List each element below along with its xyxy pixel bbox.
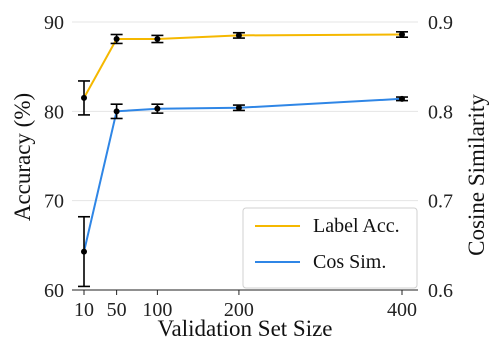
y-tick-label-right: 0.9 bbox=[428, 12, 453, 34]
data-point-cos-sim bbox=[154, 105, 161, 112]
y-tick-label-right: 0.6 bbox=[428, 280, 453, 302]
data-point-cos-sim bbox=[399, 95, 405, 102]
data-point-cos-sim bbox=[235, 104, 242, 111]
x-tick-label: 10 bbox=[74, 299, 94, 321]
y-tick-label-left: 80 bbox=[44, 101, 64, 123]
data-point-cos-sim bbox=[113, 108, 120, 115]
x-tick-label: 200 bbox=[224, 299, 254, 321]
x-tick-label: 50 bbox=[107, 299, 127, 321]
legend-label-acc: Label Acc. bbox=[313, 215, 400, 237]
data-point-label-acc bbox=[113, 35, 120, 42]
data-point-label-acc bbox=[399, 31, 405, 38]
y-tick-label-left: 70 bbox=[44, 191, 64, 213]
data-point-label-acc bbox=[235, 32, 242, 39]
legend-cos-sim: Cos Sim. bbox=[313, 251, 386, 273]
data-point-label-acc bbox=[154, 35, 161, 42]
axes bbox=[72, 289, 418, 295]
data-point-label-acc bbox=[81, 94, 87, 101]
y-axis-title-left: Accuracy (%) bbox=[10, 93, 35, 221]
x-tick-label: 100 bbox=[142, 299, 172, 321]
y-tick-label-right: 0.8 bbox=[428, 101, 453, 123]
series-lines bbox=[78, 31, 408, 288]
tick-labels: 60 70 80 90 0.6 0.7 0.8 0.9 10 50 100 200 400 bbox=[44, 12, 453, 321]
x-tick-label: 400 bbox=[387, 299, 417, 321]
y-axis-title-right: Cosine Similarity bbox=[464, 94, 489, 256]
y-tick-label-left: 90 bbox=[44, 12, 64, 34]
y-tick-label-right: 0.7 bbox=[428, 191, 453, 213]
series-line-label-acc bbox=[83, 33, 403, 99]
data-point-cos-sim bbox=[81, 248, 87, 255]
legend-box bbox=[242, 207, 418, 289]
legend: Label Acc. Cos Sim. bbox=[242, 207, 418, 289]
x-axis-title: Validation Set Size bbox=[157, 316, 332, 341]
y-tick-label-left: 60 bbox=[44, 280, 64, 302]
